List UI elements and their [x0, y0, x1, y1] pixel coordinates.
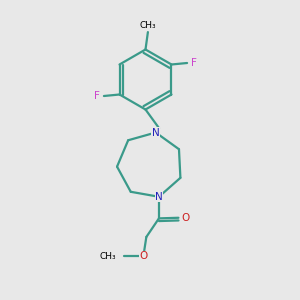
- Text: N: N: [155, 192, 163, 202]
- Text: O: O: [181, 213, 189, 223]
- Text: CH₃: CH₃: [100, 252, 116, 261]
- Text: F: F: [191, 58, 197, 68]
- Text: F: F: [94, 91, 100, 101]
- Text: CH₃: CH₃: [140, 21, 156, 30]
- Text: O: O: [139, 251, 148, 262]
- Text: N: N: [152, 128, 160, 137]
